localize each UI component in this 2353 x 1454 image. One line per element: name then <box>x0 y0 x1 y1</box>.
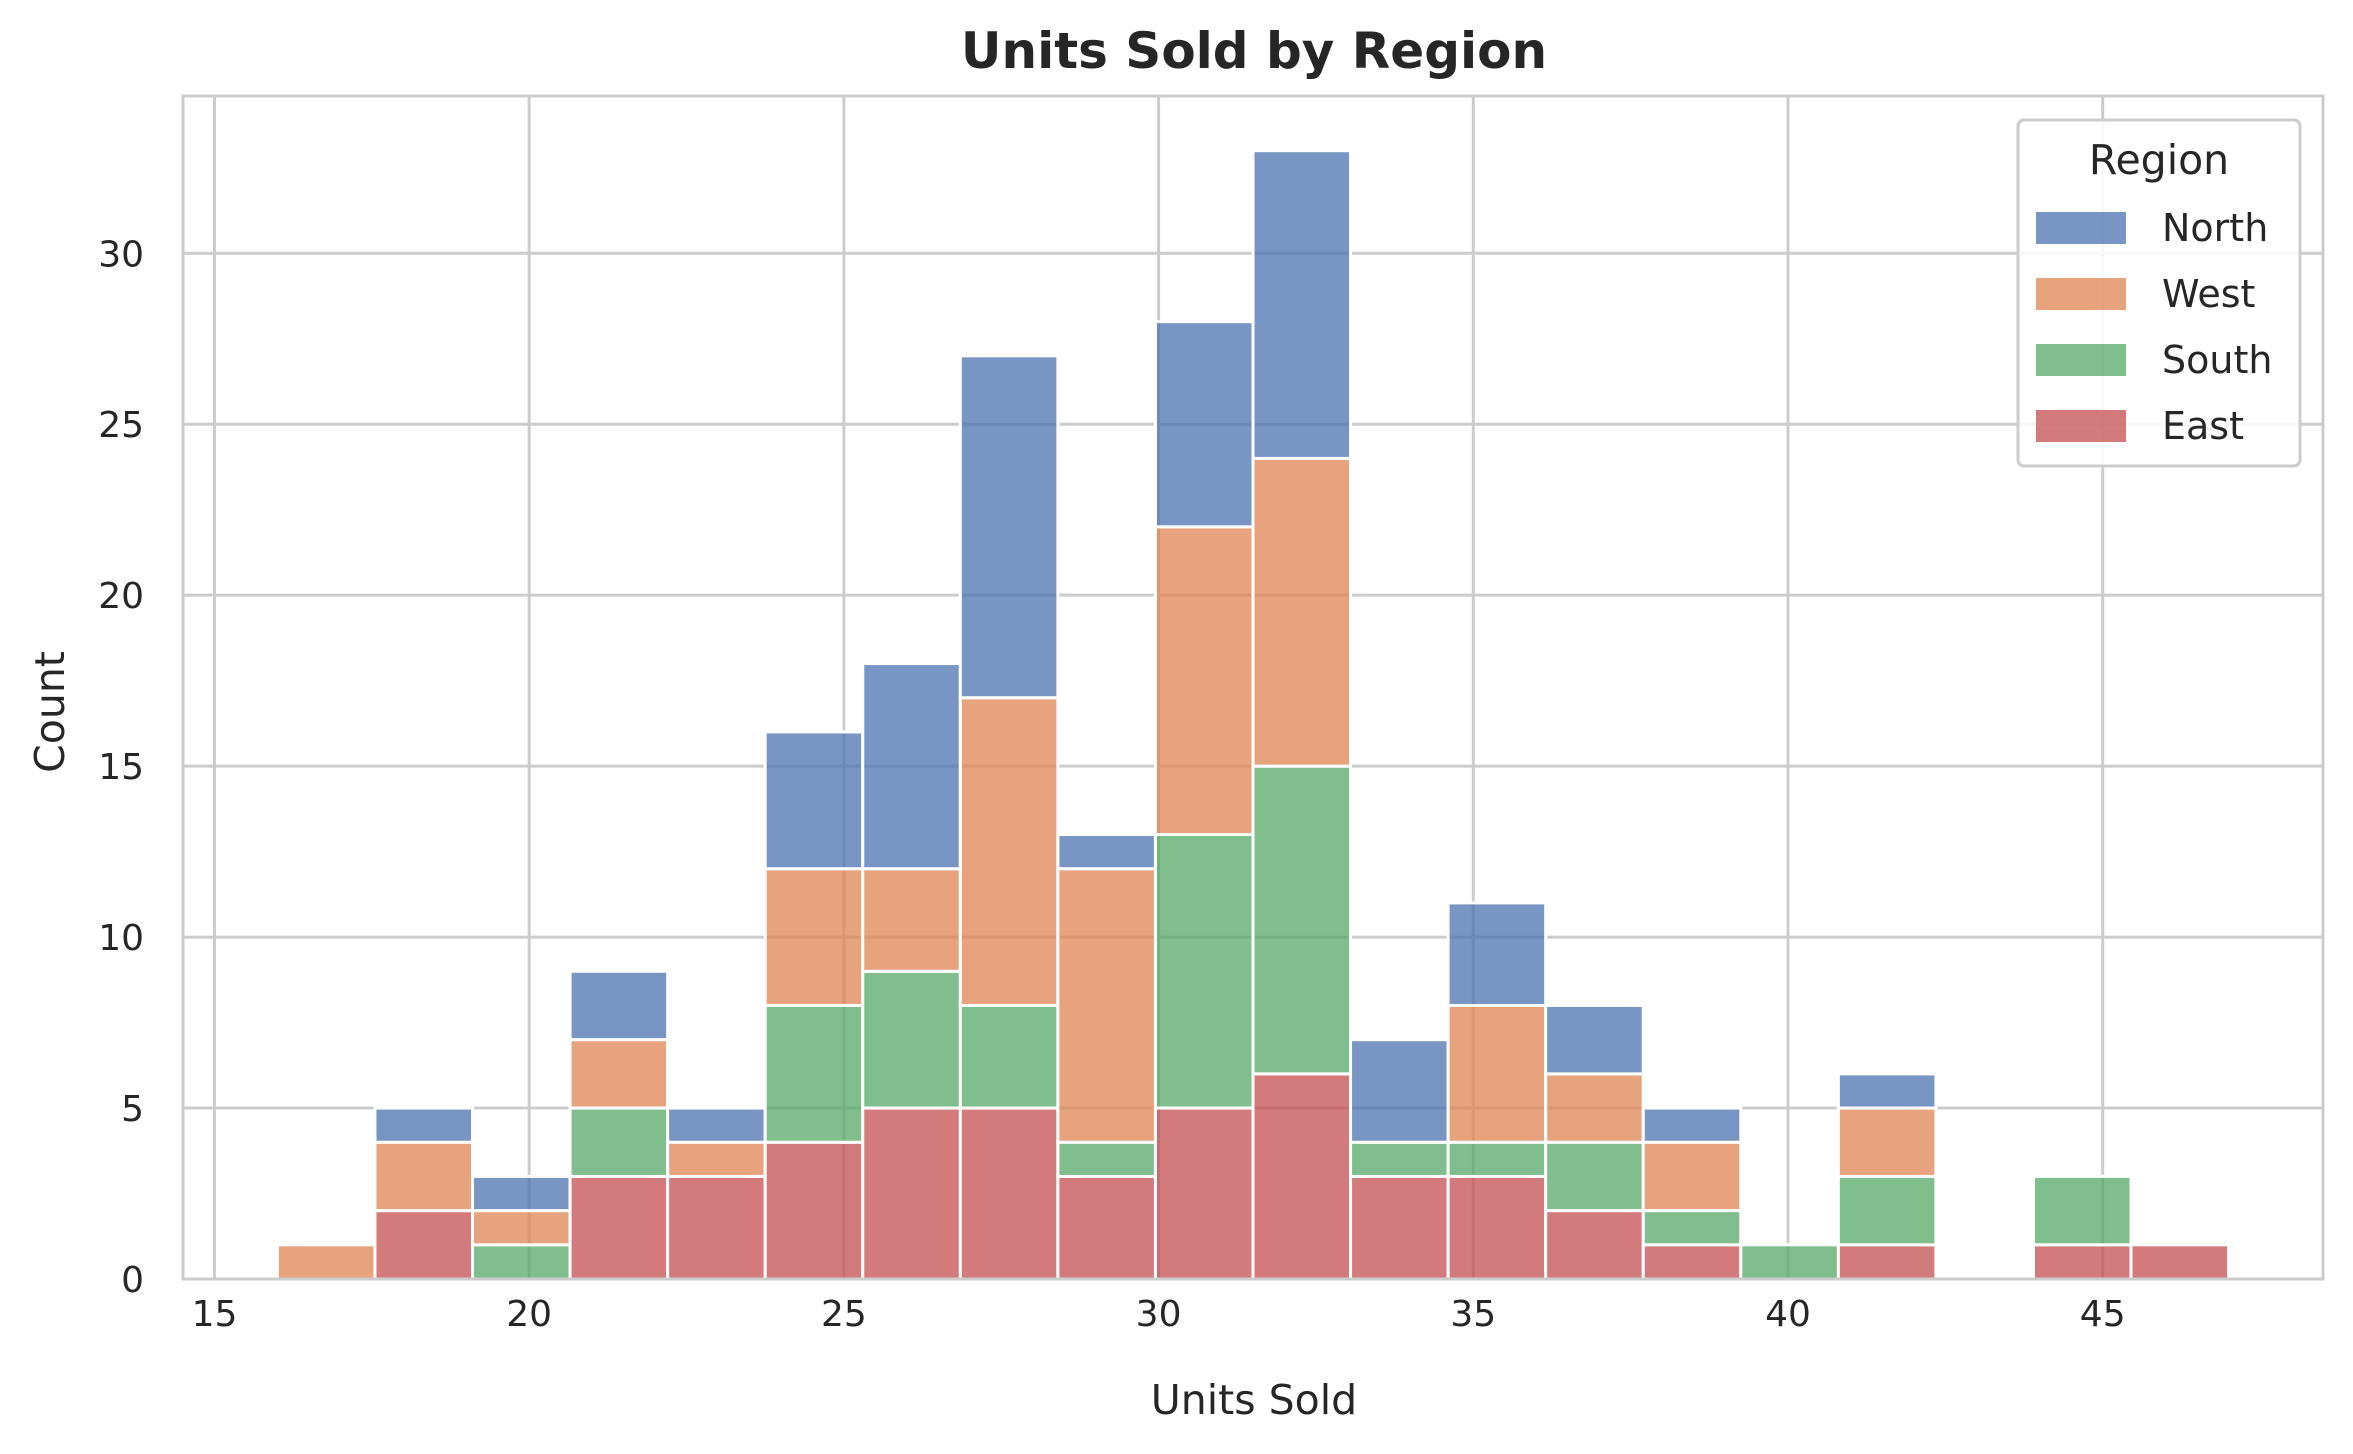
bar-east-bin-14 <box>1641 1243 1743 1281</box>
legend-label-north: North <box>2162 206 2268 250</box>
bar-north-bin-14 <box>1641 1106 1743 1144</box>
bar-south-bin-15 <box>1739 1243 1840 1281</box>
legend-label-west: West <box>2162 272 2255 316</box>
y-tick-label: 25 <box>98 405 144 446</box>
bar-east-bin-8 <box>1056 1174 1157 1281</box>
bar-north-bin-16 <box>1836 1072 1938 1110</box>
x-axis-label: Units Sold <box>1151 1376 1357 1424</box>
x-tick-label: 35 <box>1450 1294 1496 1335</box>
bar-east-bin-10 <box>1251 1072 1353 1281</box>
bar-north-bin-1 <box>373 1106 475 1144</box>
x-tick-label: 30 <box>1136 1294 1182 1335</box>
bar-east-bin-13 <box>1544 1209 1645 1281</box>
bar-east-bin-11 <box>1349 1174 1450 1281</box>
bar-east-bin-16 <box>1836 1243 1938 1281</box>
bar-south-bin-7 <box>958 1003 1060 1110</box>
bar-south-bin-3 <box>568 1106 670 1178</box>
bar-east-bin-7 <box>958 1106 1060 1281</box>
chart-title: Units Sold by Region <box>961 22 1547 80</box>
bar-south-bin-14 <box>1641 1209 1743 1247</box>
bar-north-bin-5 <box>763 730 865 871</box>
legend-box <box>2016 118 2302 468</box>
bar-north-bin-9 <box>1153 320 1255 529</box>
bar-west-bin-7 <box>958 696 1060 1007</box>
bar-west-bin-0 <box>275 1243 377 1281</box>
x-tick-label: 20 <box>506 1294 552 1335</box>
bar-east-bin-18 <box>2031 1243 2133 1281</box>
y-tick-labels: 0 5 10 15 20 25 30 <box>98 234 144 1301</box>
bar-east-bin-3 <box>568 1174 670 1281</box>
x-tick-labels: 15 20 25 30 35 40 45 <box>192 1294 2126 1335</box>
bar-south-bin-18 <box>2031 1174 2133 1247</box>
bar-south-bin-12 <box>1446 1140 1548 1178</box>
legend-title: Region <box>2089 136 2229 184</box>
bar-north-bin-8 <box>1056 833 1157 871</box>
y-tick-label: 0 <box>121 1260 144 1301</box>
legend-swatch-north <box>2036 212 2126 244</box>
y-tick-label: 10 <box>98 918 144 959</box>
bar-north-bin-13 <box>1544 1003 1645 1076</box>
bar-east-bin-4 <box>666 1174 767 1281</box>
bar-south-bin-16 <box>1836 1174 1938 1247</box>
bar-south-bin-2 <box>471 1243 572 1281</box>
y-tick-label: 20 <box>98 576 144 617</box>
bar-south-bin-5 <box>763 1003 865 1144</box>
legend-label-east: East <box>2162 404 2244 448</box>
bar-east-bin-6 <box>861 1106 962 1281</box>
bar-north-bin-12 <box>1446 901 1548 1007</box>
bar-west-bin-8 <box>1056 867 1157 1144</box>
plot-frame <box>181 94 2325 1281</box>
bar-west-bin-1 <box>373 1140 475 1213</box>
legend-swatch-east <box>2036 410 2126 442</box>
y-tick-label: 5 <box>121 1089 144 1130</box>
bar-south-bin-10 <box>1251 764 1353 1076</box>
bar-west-bin-10 <box>1251 456 1353 768</box>
x-tick-label: 45 <box>2080 1294 2126 1335</box>
bars <box>275 149 2231 1281</box>
bar-north-bin-2 <box>471 1174 572 1213</box>
x-tick-label: 40 <box>1765 1294 1811 1335</box>
bar-east-bin-5 <box>763 1140 865 1281</box>
bar-south-bin-13 <box>1544 1140 1645 1213</box>
bar-south-bin-11 <box>1349 1140 1450 1178</box>
bar-north-bin-11 <box>1349 1038 1450 1144</box>
y-tick-label: 30 <box>98 234 144 275</box>
bar-north-bin-6 <box>861 662 962 871</box>
legend-label-south: South <box>2162 338 2272 382</box>
bar-west-bin-13 <box>1544 1072 1645 1144</box>
bar-west-bin-16 <box>1836 1106 1938 1178</box>
bar-south-bin-8 <box>1056 1140 1157 1178</box>
y-tick-label: 15 <box>98 747 144 788</box>
legend: Region North West South East <box>2016 118 2302 468</box>
x-tick-label: 15 <box>192 1294 238 1335</box>
bar-south-bin-6 <box>861 969 962 1110</box>
bar-west-bin-4 <box>666 1140 767 1178</box>
bar-west-bin-2 <box>471 1209 572 1247</box>
bar-west-bin-12 <box>1446 1003 1548 1144</box>
bar-north-bin-3 <box>568 969 670 1042</box>
legend-swatch-west <box>2036 278 2126 310</box>
bar-north-bin-7 <box>958 354 1060 700</box>
bar-north-bin-4 <box>666 1106 767 1144</box>
bar-south-bin-9 <box>1153 833 1255 1110</box>
bar-north-bin-10 <box>1251 149 1353 460</box>
bar-east-bin-9 <box>1153 1106 1255 1281</box>
bar-east-bin-12 <box>1446 1174 1548 1281</box>
legend-items: North West South East <box>2036 206 2272 448</box>
bar-west-bin-9 <box>1153 525 1255 837</box>
legend-swatch-south <box>2036 344 2126 376</box>
x-tick-label: 25 <box>821 1294 867 1335</box>
y-axis-label: Count <box>26 651 74 773</box>
bar-west-bin-5 <box>763 867 865 1007</box>
bar-west-bin-14 <box>1641 1140 1743 1213</box>
bar-west-bin-3 <box>568 1038 670 1110</box>
bar-west-bin-6 <box>861 867 962 973</box>
bar-east-bin-19 <box>2129 1243 2231 1281</box>
bar-east-bin-1 <box>373 1209 475 1281</box>
